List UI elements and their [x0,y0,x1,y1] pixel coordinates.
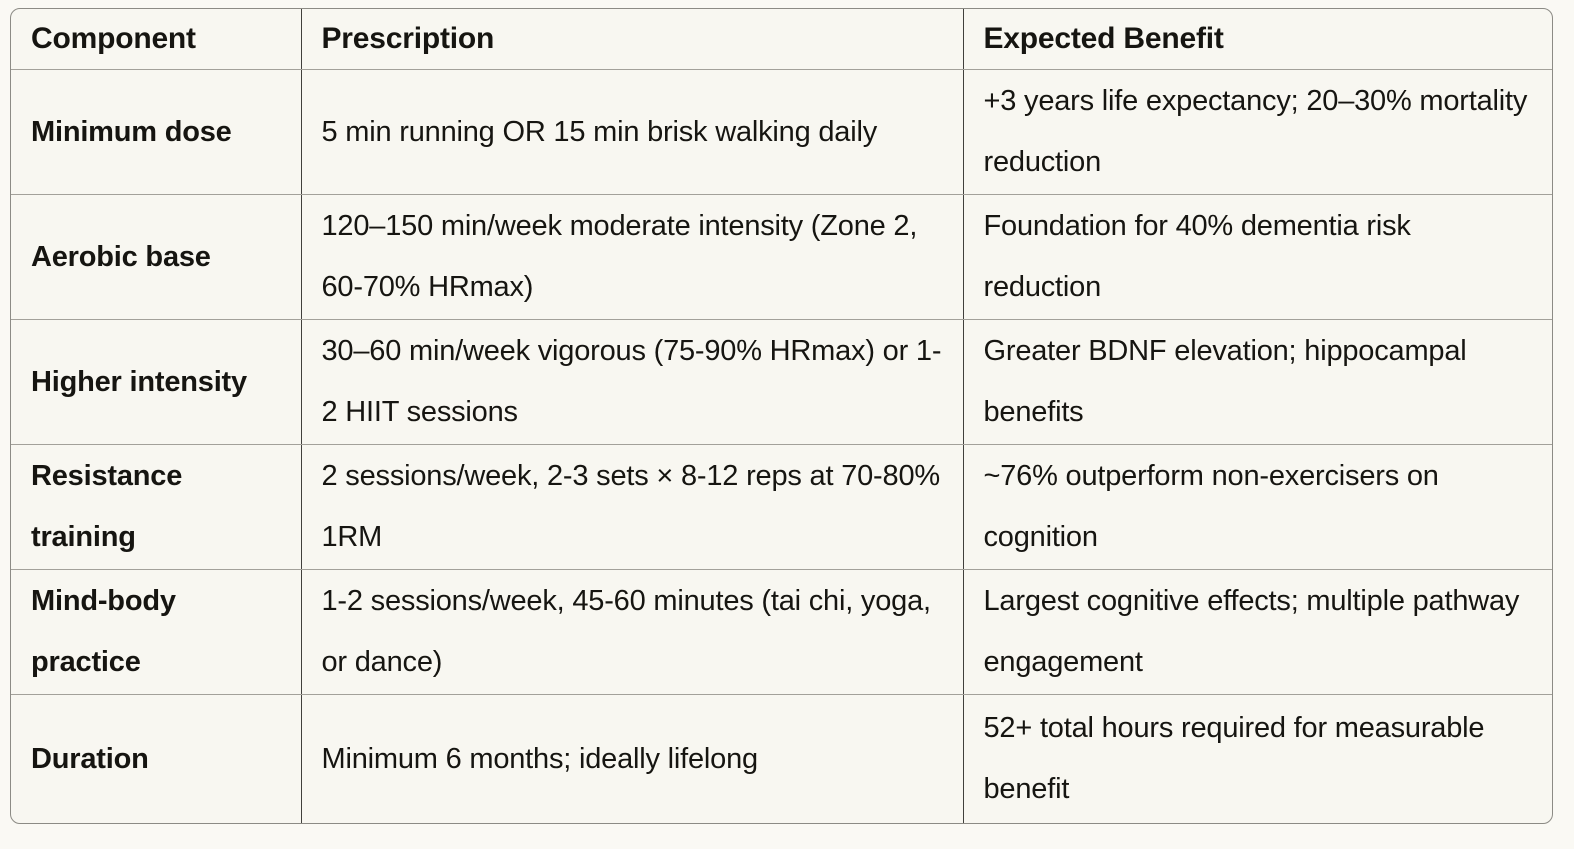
column-header-expected-benefit: Expected Benefit [962,9,1552,70]
column-header-prescription: Prescription [300,9,963,70]
cell-benefit: ~76% outperform non-exercisers on cognit… [962,444,1552,570]
cell-prescription: 2 sessions/week, 2-3 sets × 8-12 reps at… [300,444,963,570]
cell-prescription: 5 min running OR 15 min brisk walking da… [300,69,963,195]
table-row: Mind-body practice 1-2 sessions/week, 45… [11,569,1552,695]
cell-prescription: 30–60 min/week vigorous (75-90% HRmax) o… [300,319,963,445]
table-row: Duration Minimum 6 months; ideally lifel… [11,694,1552,823]
cell-component: Duration [31,742,149,775]
cell-component: Higher intensity [11,319,301,445]
cell-prescription: 1-2 sessions/week, 45-60 minutes (tai ch… [300,569,963,695]
column-header-component: Component [11,9,301,70]
table-row: Resistance training 2 sessions/week, 2-3… [11,444,1552,570]
cell-component: Mind-body practice [11,569,301,695]
exercise-prescription-table: Component Prescription Expected Benefit … [11,9,1552,823]
cell-benefit: Largest cognitive effects; multiple path… [962,569,1552,695]
table-body: Minimum dose 5 min running OR 15 min bri… [11,69,1552,823]
cell-prescription: Minimum 6 months; ideally lifelong [300,694,963,823]
cell-benefit: Greater BDNF elevation; hippocampal bene… [962,319,1552,445]
table-row: Minimum dose 5 min running OR 15 min bri… [11,69,1552,195]
cell-prescription: 120–150 min/week moderate intensity (Zon… [300,194,963,320]
table-row: Higher intensity 30–60 min/week vigorous… [11,319,1552,445]
cell-benefit: 52+ total hours required for measurable … [962,694,1552,823]
exercise-prescription-table-container: Component Prescription Expected Benefit … [10,8,1553,824]
cell-benefit: +3 years life expectancy; 20–30% mortali… [962,69,1552,195]
table-header: Component Prescription Expected Benefit [11,9,1552,70]
cell-component: Minimum dose [11,69,301,195]
table-row: Aerobic base 120–150 min/week moderate i… [11,194,1552,320]
header-row: Component Prescription Expected Benefit [11,9,1552,70]
cell-benefit: Foundation for 40% dementia risk reducti… [962,194,1552,320]
cell-component: Resistance training [11,444,301,570]
cell-component: Aerobic base [11,194,301,320]
